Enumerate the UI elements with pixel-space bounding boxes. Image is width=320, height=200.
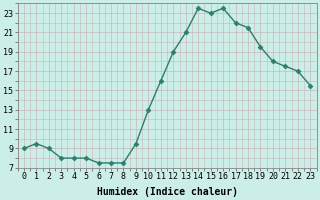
X-axis label: Humidex (Indice chaleur): Humidex (Indice chaleur) [97,186,237,197]
